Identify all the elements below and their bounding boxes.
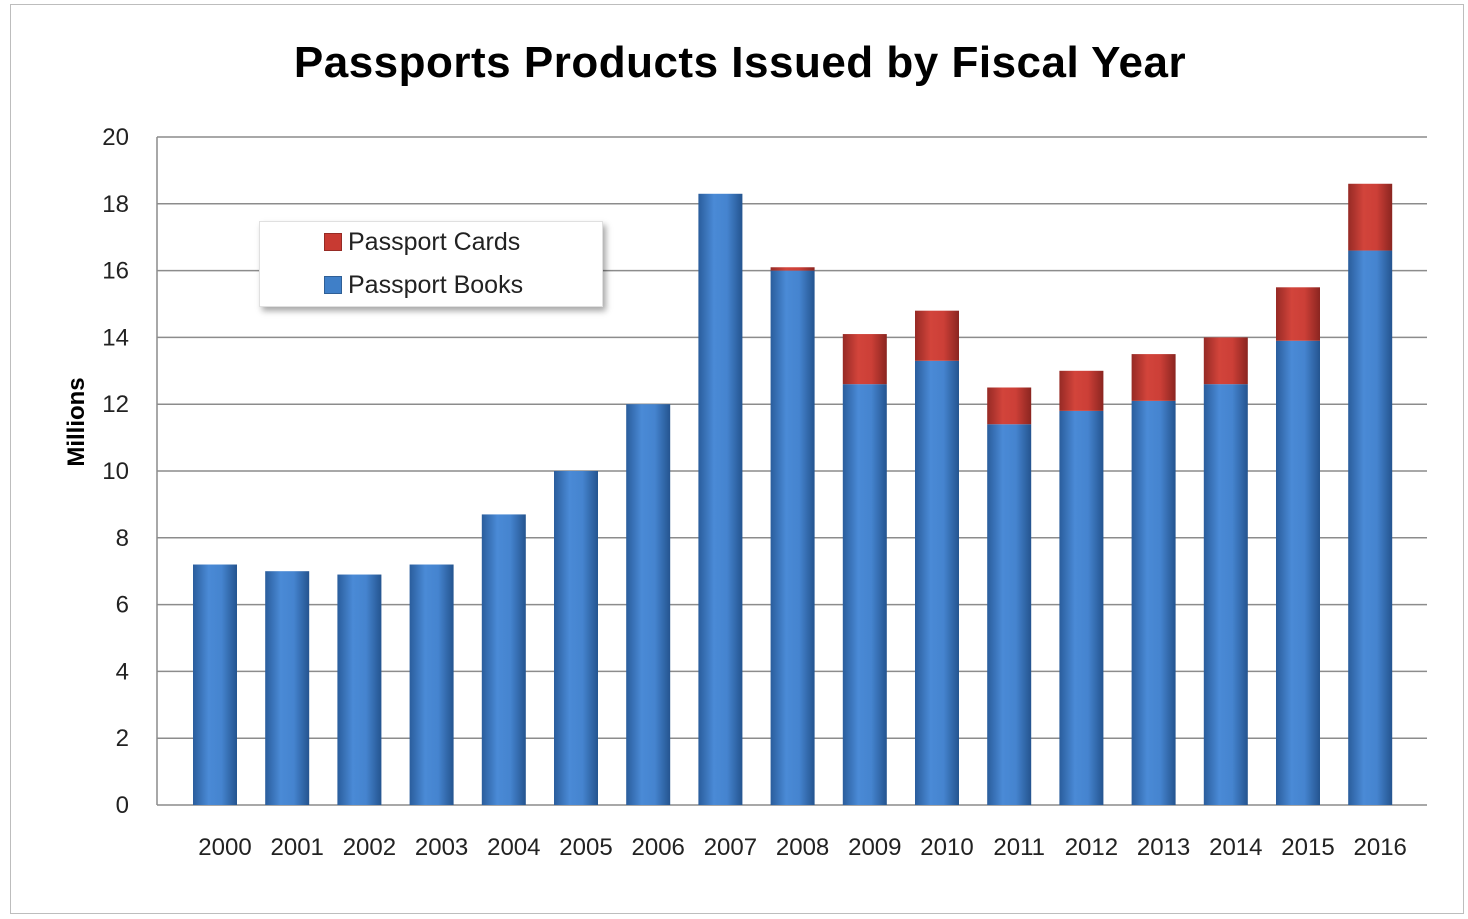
bar-passport-books-2000	[193, 564, 237, 805]
y-axis-ticks: 0 2 4 6 8 10 12 14 16 18 20	[102, 124, 129, 819]
bars	[193, 183, 1393, 806]
bar-passport-books-2009	[842, 384, 887, 805]
bar-passport-cards-2010	[915, 310, 959, 361]
bar-passport-books-2015	[1276, 340, 1320, 805]
x-tick-label: 2014	[1209, 834, 1262, 861]
legend-label: Passport Cards	[348, 227, 521, 256]
bar-passport-books-2014	[1203, 384, 1248, 805]
x-tick-label: 2005	[559, 834, 612, 861]
y-tick-label: 18	[102, 191, 129, 218]
bar-passport-books-2004	[481, 514, 526, 805]
bar-passport-books-2013	[1131, 400, 1176, 805]
x-tick-label: 2010	[920, 834, 973, 861]
bar-passport-cards-2015	[1276, 287, 1320, 341]
legend-swatch-red	[324, 233, 342, 251]
x-tick-label: 2009	[848, 834, 901, 861]
bar-passport-cards-2012	[1059, 370, 1104, 411]
y-axis-label: Millions	[63, 377, 90, 466]
bar-passport-books-2011	[987, 424, 1032, 805]
bar-passport-books-2016	[1348, 250, 1393, 805]
x-tick-label: 2016	[1354, 834, 1407, 861]
y-tick-label: 12	[102, 391, 129, 418]
y-tick-label: 14	[102, 324, 129, 351]
y-tick-label: 20	[102, 124, 129, 151]
y-tick-label: 6	[116, 592, 129, 619]
legend-label: Passport Books	[348, 270, 524, 299]
bar-passport-cards-2011	[987, 387, 1032, 425]
bar-passport-cards-2013	[1131, 354, 1176, 401]
y-tick-label: 16	[102, 258, 129, 285]
x-tick-label: 2015	[1281, 834, 1334, 861]
y-tick-label: 10	[102, 458, 129, 485]
bar-passport-cards-2008	[770, 267, 815, 271]
legend-item-passport-books: Passport Books	[324, 270, 523, 300]
bar-passport-cards-2016	[1348, 183, 1393, 251]
x-axis-ticks: 2000 2001 2002 2003 2004 2005 2006 2007 2008 2009…	[198, 834, 1407, 861]
legend-item-passport-cards: Passport Cards	[324, 227, 520, 257]
bar-passport-books-2012	[1059, 410, 1104, 805]
x-tick-label: 2012	[1065, 834, 1118, 861]
bar-passport-books-2001	[265, 571, 310, 805]
y-tick-label: 0	[116, 792, 129, 819]
bar-passport-books-2003	[409, 564, 454, 805]
x-tick-label: 2002	[343, 834, 396, 861]
x-tick-label: 2007	[704, 834, 757, 861]
legend-swatch-blue	[324, 276, 342, 294]
legend: Passport Cards Passport Books	[259, 221, 603, 307]
bar-passport-books-2005	[554, 471, 598, 805]
bar-passport-books-2007	[698, 193, 743, 805]
x-tick-label: 2003	[415, 834, 468, 861]
bar-passport-books-2010	[915, 360, 959, 805]
bar-passport-cards-2009	[842, 334, 887, 385]
y-tick-label: 8	[116, 525, 129, 552]
bar-passport-books-2008	[770, 270, 815, 806]
bar-passport-books-2006	[626, 404, 671, 805]
x-tick-label: 2006	[632, 834, 685, 861]
y-tick-label: 2	[116, 725, 129, 752]
chart-title: Passports Products Issued by Fiscal Year	[293, 38, 1187, 87]
x-tick-label: 2008	[776, 834, 829, 861]
x-tick-label: 2001	[271, 834, 324, 861]
bar-passport-books-2002	[337, 574, 382, 805]
x-tick-label: 2013	[1137, 834, 1190, 861]
x-tick-label: 2011	[993, 834, 1045, 861]
x-tick-label: 2000	[198, 834, 251, 861]
bar-passport-cards-2014	[1203, 337, 1248, 385]
x-tick-label: 2004	[487, 834, 540, 861]
y-tick-label: 4	[116, 658, 129, 685]
